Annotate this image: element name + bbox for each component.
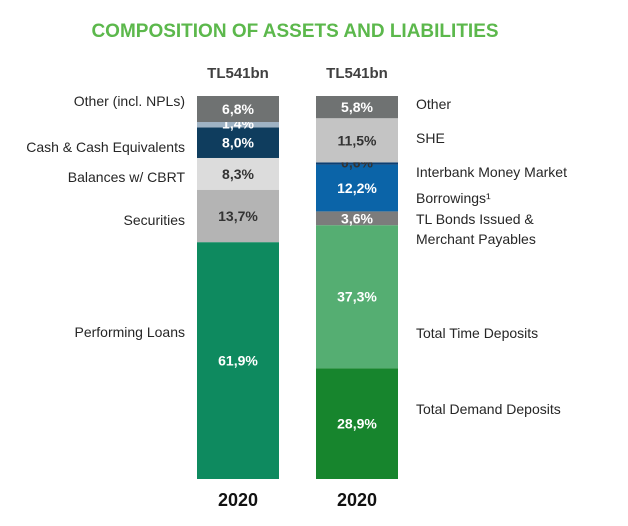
- liabilities-segment-2: [316, 211, 398, 226]
- liabilities-segment-3: [316, 164, 398, 212]
- chart-title: COMPOSITION OF ASSETS AND LIABILITIES: [91, 21, 499, 42]
- assets-category-label-1: Securities: [124, 212, 185, 228]
- liabilities-value-label-1: 37,3%: [337, 289, 377, 305]
- liabilities-value-label-5: 11,5%: [338, 132, 377, 148]
- liabilities-segment-5: [316, 118, 398, 163]
- assets-total-label: TL541bn: [207, 65, 269, 82]
- liabilities-category-label-1: Total Time Deposits: [416, 325, 538, 341]
- assets-segment-3: [197, 127, 279, 158]
- liabilities-category-label-2-line-1: Merchant Payables: [416, 231, 536, 247]
- assets-category-label-5: Other (incl. NPLs): [74, 93, 185, 109]
- assets-value-label-1: 13,7%: [218, 208, 258, 224]
- assets-segment-4: [197, 122, 279, 128]
- assets-value-label-2: 8,3%: [222, 166, 254, 182]
- assets-value-label-3: 8,0%: [222, 135, 254, 151]
- assets-segment-0: [197, 242, 279, 479]
- liabilities-year-label: 2020: [337, 490, 377, 510]
- assets-value-label-0: 61,9%: [218, 353, 258, 369]
- liabilities-category-label-3: Borrowings¹: [416, 190, 491, 206]
- assets-segment-2: [197, 157, 279, 190]
- liabilities-category-label-2-line-0: TL Bonds Issued &: [416, 211, 534, 227]
- assets-year-label: 2020: [218, 490, 258, 510]
- assets-category-label-0: Performing Loans: [74, 324, 185, 340]
- liabilities-category-label-0: Total Demand Deposits: [416, 401, 561, 417]
- assets-category-label-2: Balances w/ CBRT: [68, 169, 186, 185]
- assets-value-label-5: 6,8%: [222, 101, 254, 117]
- liabilities-total-label: TL541bn: [326, 65, 388, 82]
- assets-segment-1: [197, 189, 279, 243]
- liabilities-value-label-3: 12,2%: [337, 180, 377, 196]
- liabilities-segment-4: [316, 162, 398, 165]
- liabilities-value-label-2: 3,6%: [341, 210, 373, 226]
- liabilities-category-label-5: SHE: [416, 130, 445, 146]
- liabilities-value-label-0: 28,9%: [337, 416, 377, 432]
- liabilities-segment-1: [316, 225, 398, 369]
- liabilities-category-label-4: Interbank Money Market: [416, 164, 567, 180]
- assets-segment-5: [197, 96, 279, 123]
- assets-category-label-3: Cash & Cash Equivalents: [26, 139, 185, 155]
- liabilities-category-label-6: Other: [416, 96, 451, 112]
- liabilities-segment-6: [316, 96, 398, 119]
- liabilities-value-label-6: 5,8%: [341, 99, 373, 115]
- liabilities-segment-0: [316, 368, 398, 479]
